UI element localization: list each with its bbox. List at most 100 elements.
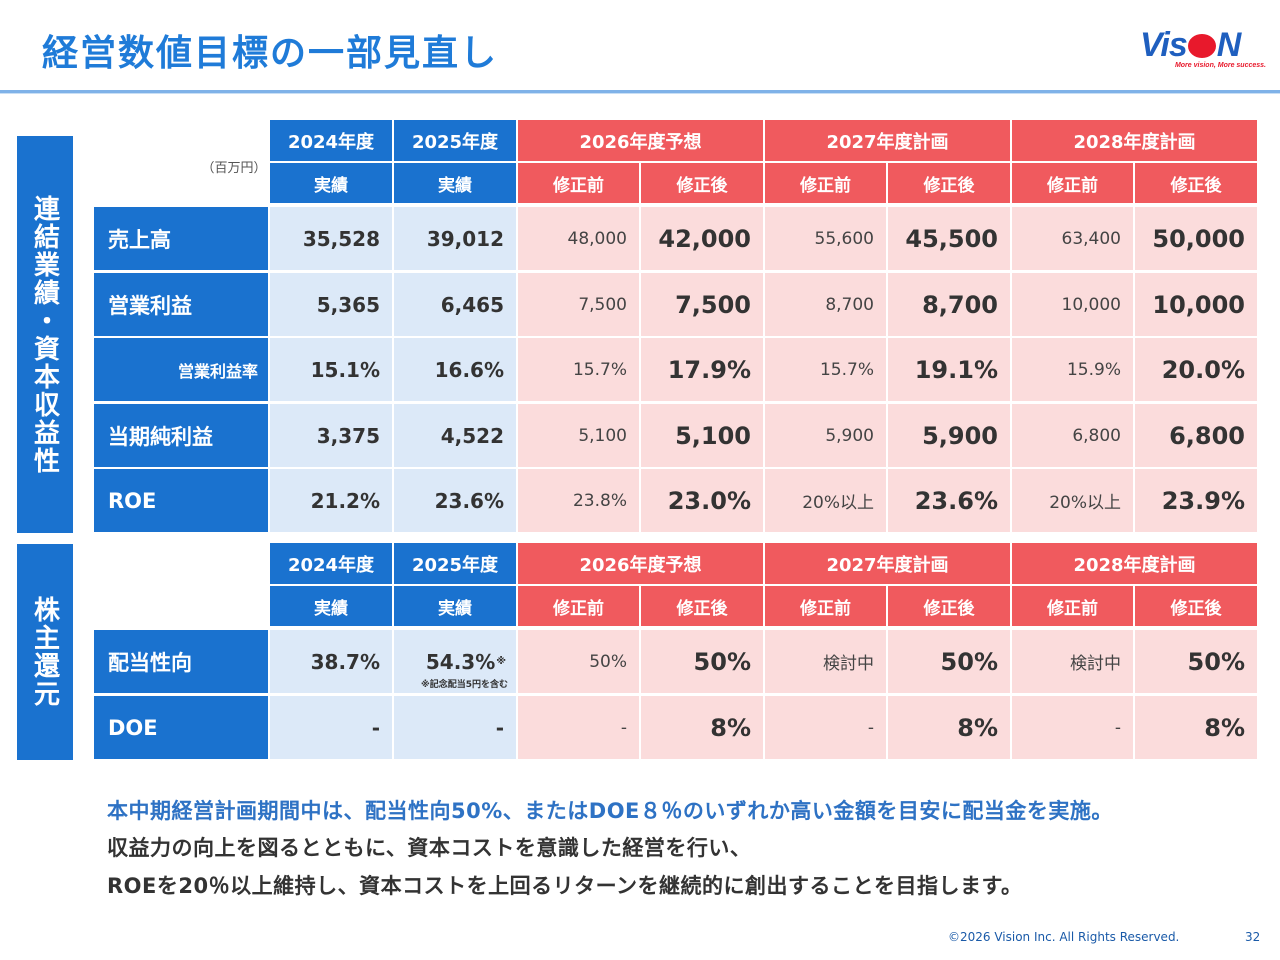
table-cell: 42,000 [641,207,763,270]
year-header: 2026年度予想 [518,543,763,584]
row-label: 営業利益 [94,273,268,336]
table-cell: 5,900 [888,404,1010,467]
table-cell: 50% [518,630,639,693]
message-line-3: ROEを20％以上維持し、資本コストを上回るリターンを継続的に創出することを目指… [107,874,1023,898]
table-cell: 8% [641,696,763,759]
table-cell: 50% [1135,630,1257,693]
table-cell: 23.8% [518,469,639,532]
table-cell: 20.0% [1135,338,1257,401]
logo-o-circle-icon [1187,34,1216,58]
row-label: 配当性向 [94,630,268,693]
table-cell: - [518,696,639,759]
table-cell: 39,012 [394,207,516,270]
sub-header: 修正前 [1012,586,1133,626]
message-line-2: 収益力の向上を図るとともに、資本コストを意識した経営を行い、 [107,836,752,860]
table-cell: 23.6% [394,469,516,532]
sub-header: 修正後 [641,163,763,203]
table-cell: 55,600 [765,207,886,270]
sub-header: 修正後 [641,586,763,626]
table-cell: - [1012,696,1133,759]
table-cell: 15.7% [518,338,639,401]
table-cell: 50,000 [1135,207,1257,270]
message-line-1: 本中期経営計画期間中は、配当性向50%、またはDOE８％のいずれか高い金額を目安… [107,799,1113,823]
page-number: 32 [1245,930,1261,944]
logo-text-start: Vis [1140,26,1188,64]
sub-header: 実績 [394,586,516,626]
table-cell: 8,700 [888,273,1010,336]
table-cell: 35,528 [270,207,392,270]
table-cell: 50% [888,630,1010,693]
year-header: 2024年度 [270,543,392,584]
footnote-mark: ※ [496,656,506,667]
sub-header: 修正前 [765,163,886,203]
table-cell: - [394,696,516,759]
year-header: 2028年度計画 [1012,543,1257,584]
sub-header: 修正後 [888,586,1010,626]
table-cell: 21.2% [270,469,392,532]
table-cell: 検討中 [1012,630,1133,693]
table-cell: 45,500 [888,207,1010,270]
sub-header: 修正前 [518,586,639,626]
vision-logo: Vis N More vision, More success. [1140,28,1270,74]
table-cell: 23.6% [888,469,1010,532]
table-cell: 20%以上 [765,469,886,532]
table-cell: 15.7% [765,338,886,401]
sub-header: 修正前 [1012,163,1133,203]
table-cell: 7,500 [641,273,763,336]
table-cell: - [270,696,392,759]
table-cell: 63,400 [1012,207,1133,270]
section2-side-label: 株主還元 [17,544,73,760]
year-header: 2028年度計画 [1012,120,1257,161]
sub-header: 実績 [394,163,516,203]
table-cell: 48,000 [518,207,639,270]
table-cell: 38.7% [270,630,392,693]
sub-header: 修正後 [888,163,1010,203]
sub-header: 修正後 [1135,163,1257,203]
table-cell: 10,000 [1012,273,1133,336]
page-title: 経営数値目標の一部見直し [42,33,499,74]
table-cell: 4,522 [394,404,516,467]
table-cell: 5,365 [270,273,392,336]
payout-2025-value: 54.3% [425,649,496,674]
table-cell: 6,800 [1135,404,1257,467]
header-divider [0,90,1280,93]
table-cell: 6,800 [1012,404,1133,467]
row-label: ROE [94,469,268,532]
row-label: 売上高 [94,207,268,270]
sub-header: 修正前 [518,163,639,203]
table-cell: 7,500 [518,273,639,336]
table-cell: 6,465 [394,273,516,336]
year-header: 2027年度計画 [765,543,1010,584]
copyright: ©2026 Vision Inc. All Rights Reserved. [948,930,1180,944]
table-cell: 8% [888,696,1010,759]
footnote: ※記念配当5円を含む [420,680,508,690]
year-header: 2026年度予想 [518,120,763,161]
table-cell: 19.1% [888,338,1010,401]
logo-tagline: More vision, More success. [1174,62,1266,69]
table-cell: 8% [1135,696,1257,759]
section1-side-label: 連結業績・資本収益性 [17,136,73,533]
table-cell: 23.0% [641,469,763,532]
table-cell: 8,700 [765,273,886,336]
table-cell: 10,000 [1135,273,1257,336]
sub-header: 修正後 [1135,586,1257,626]
row-label: 営業利益率 [94,338,268,401]
table-cell: 17.9% [641,338,763,401]
year-header: 2024年度 [270,120,392,161]
logo-text-end: N [1216,26,1242,64]
table-cell: 15.9% [1012,338,1133,401]
year-header: 2025年度 [394,120,516,161]
row-label: DOE [94,696,268,759]
table-cell: 3,375 [270,404,392,467]
table-cell: 15.1% [270,338,392,401]
sub-header: 実績 [270,586,392,626]
table-cell: 23.9% [1135,469,1257,532]
sub-header: 実績 [270,163,392,203]
table-cell: 50% [641,630,763,693]
table-cell: 5,100 [641,404,763,467]
table-cell: 20%以上 [1012,469,1133,532]
table-cell: 検討中 [765,630,886,693]
year-header: 2027年度計画 [765,120,1010,161]
table-cell: 5,900 [765,404,886,467]
table-cell: 54.3% ※ ※記念配当5円を含む [394,630,516,693]
